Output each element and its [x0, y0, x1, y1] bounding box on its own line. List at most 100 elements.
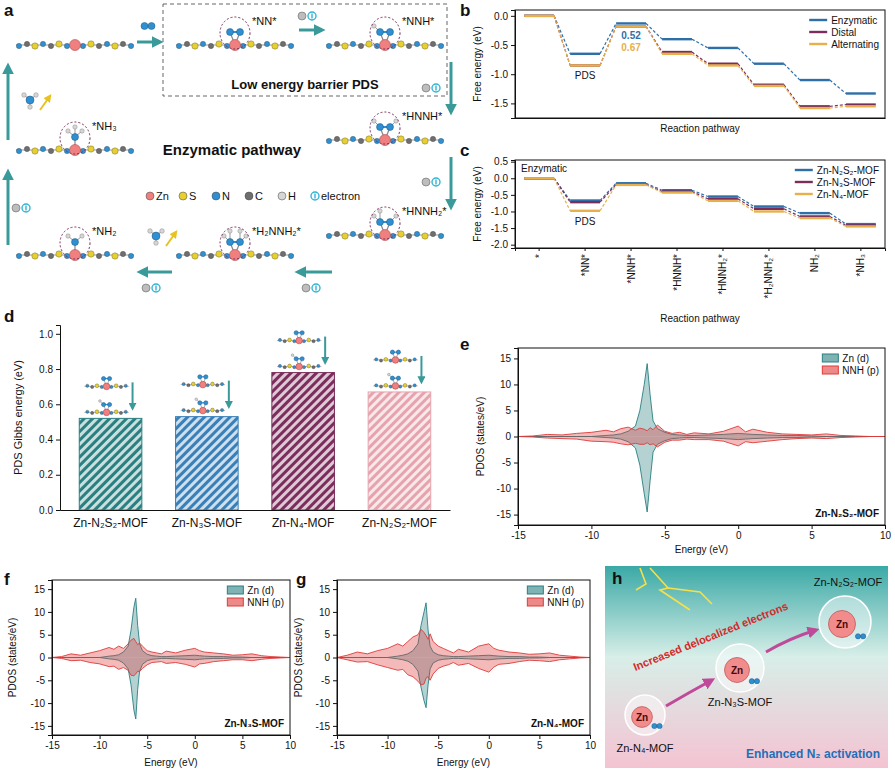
- energy-connector: [830, 80, 846, 93]
- x-axis-title: Energy (eV): [437, 757, 490, 768]
- n2-atom: [148, 23, 155, 30]
- energy-level: [524, 15, 554, 17]
- step-arrow: [137, 41, 160, 44]
- x-tick: 10: [880, 525, 892, 541]
- atom: [40, 41, 45, 46]
- insets: [84, 331, 421, 416]
- energy-level: [708, 64, 738, 66]
- pdos-area: [52, 658, 290, 720]
- atom: [326, 138, 331, 143]
- atom: [389, 359, 392, 362]
- atom: [182, 408, 185, 411]
- caption: Increased delocalized electrons: [631, 600, 789, 673]
- y-tick-mark: [333, 680, 337, 681]
- x-tick-mark: [585, 248, 586, 251]
- zn-ball: [828, 610, 855, 637]
- x-tick-label: *HNNH₂*: [717, 254, 728, 295]
- x-tick-label: 5: [537, 740, 543, 751]
- atom-n: [387, 219, 394, 226]
- pdos-line: [337, 603, 590, 658]
- pdos-line: [52, 658, 290, 720]
- energy-connector: [738, 65, 754, 85]
- mof-label: Zn-N₂S₂-MOF: [814, 576, 883, 588]
- proton-icon: [302, 284, 310, 292]
- x-tick: Zn-N₂S₂-MOF: [73, 510, 148, 530]
- y-tick: 10: [34, 607, 52, 618]
- electron-icon: [312, 284, 320, 292]
- atom: [128, 148, 133, 153]
- step-arrow: [299, 29, 322, 32]
- energy-connector: [646, 185, 662, 193]
- y-tick: 5: [39, 629, 52, 640]
- pdos-line: [337, 658, 590, 708]
- y-tick-mark: [48, 726, 52, 727]
- zn-ball: [632, 707, 653, 728]
- mof-glow: [716, 644, 764, 692]
- atom-n: [101, 376, 105, 380]
- structure: [277, 331, 321, 344]
- y-tick: -15: [31, 721, 52, 732]
- atom-h: [244, 234, 248, 238]
- y-tick: 0.2: [39, 469, 60, 480]
- atom-n: [198, 375, 202, 379]
- energy-level: [616, 183, 646, 185]
- energy-level: [570, 64, 600, 66]
- energy-connector: [554, 178, 570, 202]
- x-axis-line: [519, 525, 886, 526]
- atom-legend-label: S: [189, 190, 196, 202]
- structure: [16, 40, 134, 51]
- proton-icon: [12, 204, 20, 212]
- atom: [196, 410, 199, 413]
- y-tick: 15: [34, 584, 52, 595]
- proton-icon: [298, 12, 306, 20]
- legend-swatch: [809, 43, 827, 45]
- atom: [32, 148, 38, 154]
- energy-connector: [692, 193, 708, 201]
- x-tick-label: Zn-N₂S₂-MOF: [73, 516, 148, 530]
- inset-arrow: [132, 382, 134, 408]
- energy-connector: [830, 213, 846, 224]
- energy-level: [754, 210, 784, 212]
- energy-level: [754, 84, 784, 86]
- legend-swatch: [822, 354, 838, 362]
- x-tick-label: 5: [240, 740, 246, 751]
- y-tick: 0.6: [39, 399, 60, 410]
- atom: [96, 253, 101, 258]
- y-tick-label: 10: [319, 607, 331, 618]
- atom: [366, 136, 372, 142]
- atom: [24, 146, 29, 151]
- x-tick-label: -15: [45, 740, 60, 751]
- atom-zn: [296, 363, 303, 370]
- panel-label: Zn-N₄-MOF: [531, 718, 584, 729]
- atom-h: [34, 93, 39, 98]
- energy-level: [708, 63, 738, 65]
- energy-connector: [830, 106, 846, 108]
- atom: [104, 146, 109, 151]
- electron-icon-bar: [315, 286, 316, 291]
- adsorbate-ring: [370, 207, 400, 239]
- x-axis-title: Energy (eV): [675, 544, 728, 555]
- plot-frame: [518, 348, 885, 525]
- y-tick-mark: [333, 726, 337, 727]
- pdos-line: [52, 638, 290, 657]
- x-tick: Zn-N₂S₂-MOF: [362, 510, 437, 530]
- x-tick-mark: [337, 735, 338, 739]
- energy-level: [846, 105, 876, 107]
- atom: [406, 233, 411, 238]
- y-tick-label: 0.0: [494, 173, 508, 184]
- atom: [272, 43, 278, 49]
- atom: [208, 253, 213, 258]
- y-axis-title: Free energy (eV): [472, 166, 483, 242]
- atom: [272, 253, 278, 259]
- caption: Enhanced N₂ activation: [746, 747, 880, 761]
- atom: [389, 385, 392, 388]
- legend-swatch: [795, 193, 813, 195]
- atom: [191, 408, 195, 412]
- atom: [32, 43, 38, 49]
- x-tick-mark: [242, 735, 243, 739]
- atom: [317, 364, 320, 367]
- zn-label: Zn: [836, 619, 848, 630]
- panel-letter: e: [460, 335, 469, 354]
- y-tick-mark: [511, 103, 515, 104]
- atom-h: [378, 209, 382, 213]
